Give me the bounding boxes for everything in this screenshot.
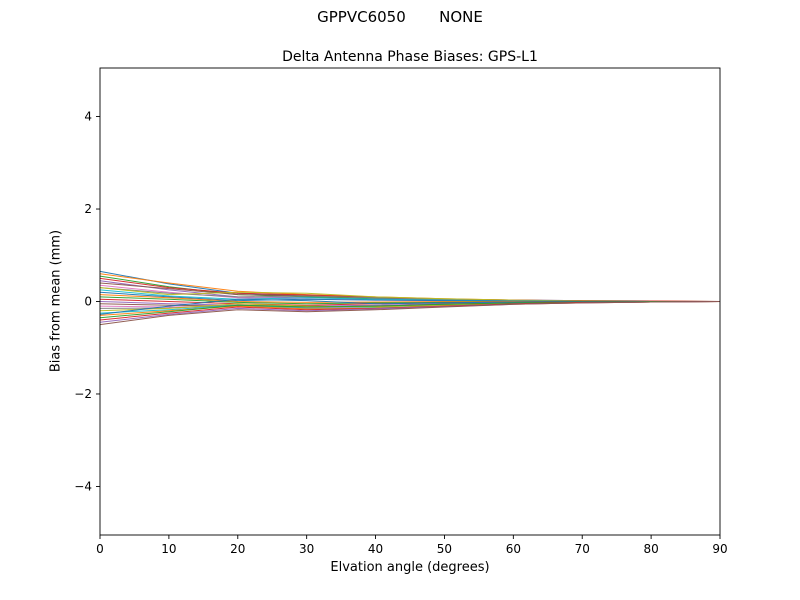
x-tick-label: 60 <box>506 542 521 556</box>
x-axis-label: Elvation angle (degrees) <box>330 560 490 575</box>
y-tick-label: 0 <box>84 295 92 309</box>
x-tick-label: 30 <box>299 542 314 556</box>
series-line <box>99 301 721 326</box>
x-tick-label: 90 <box>712 542 727 556</box>
y-tick-label: −4 <box>74 479 92 493</box>
x-tick-label: 10 <box>161 542 176 556</box>
x-tick-label: 70 <box>575 542 590 556</box>
x-tick-label: 40 <box>368 542 383 556</box>
x-tick-label: 20 <box>230 542 245 556</box>
figure-title: GPPVC6050 NONE <box>317 8 483 26</box>
axes-title: Delta Antenna Phase Biases: GPS-L1 <box>282 49 538 65</box>
x-tick-label: 0 <box>96 542 104 556</box>
y-tick-label: 2 <box>84 202 92 216</box>
x-tick-label: 50 <box>437 542 452 556</box>
series-line <box>99 289 720 302</box>
y-tick-label: 4 <box>84 110 92 124</box>
y-tick-label: −2 <box>74 387 92 401</box>
x-tick-label: 80 <box>643 542 658 556</box>
